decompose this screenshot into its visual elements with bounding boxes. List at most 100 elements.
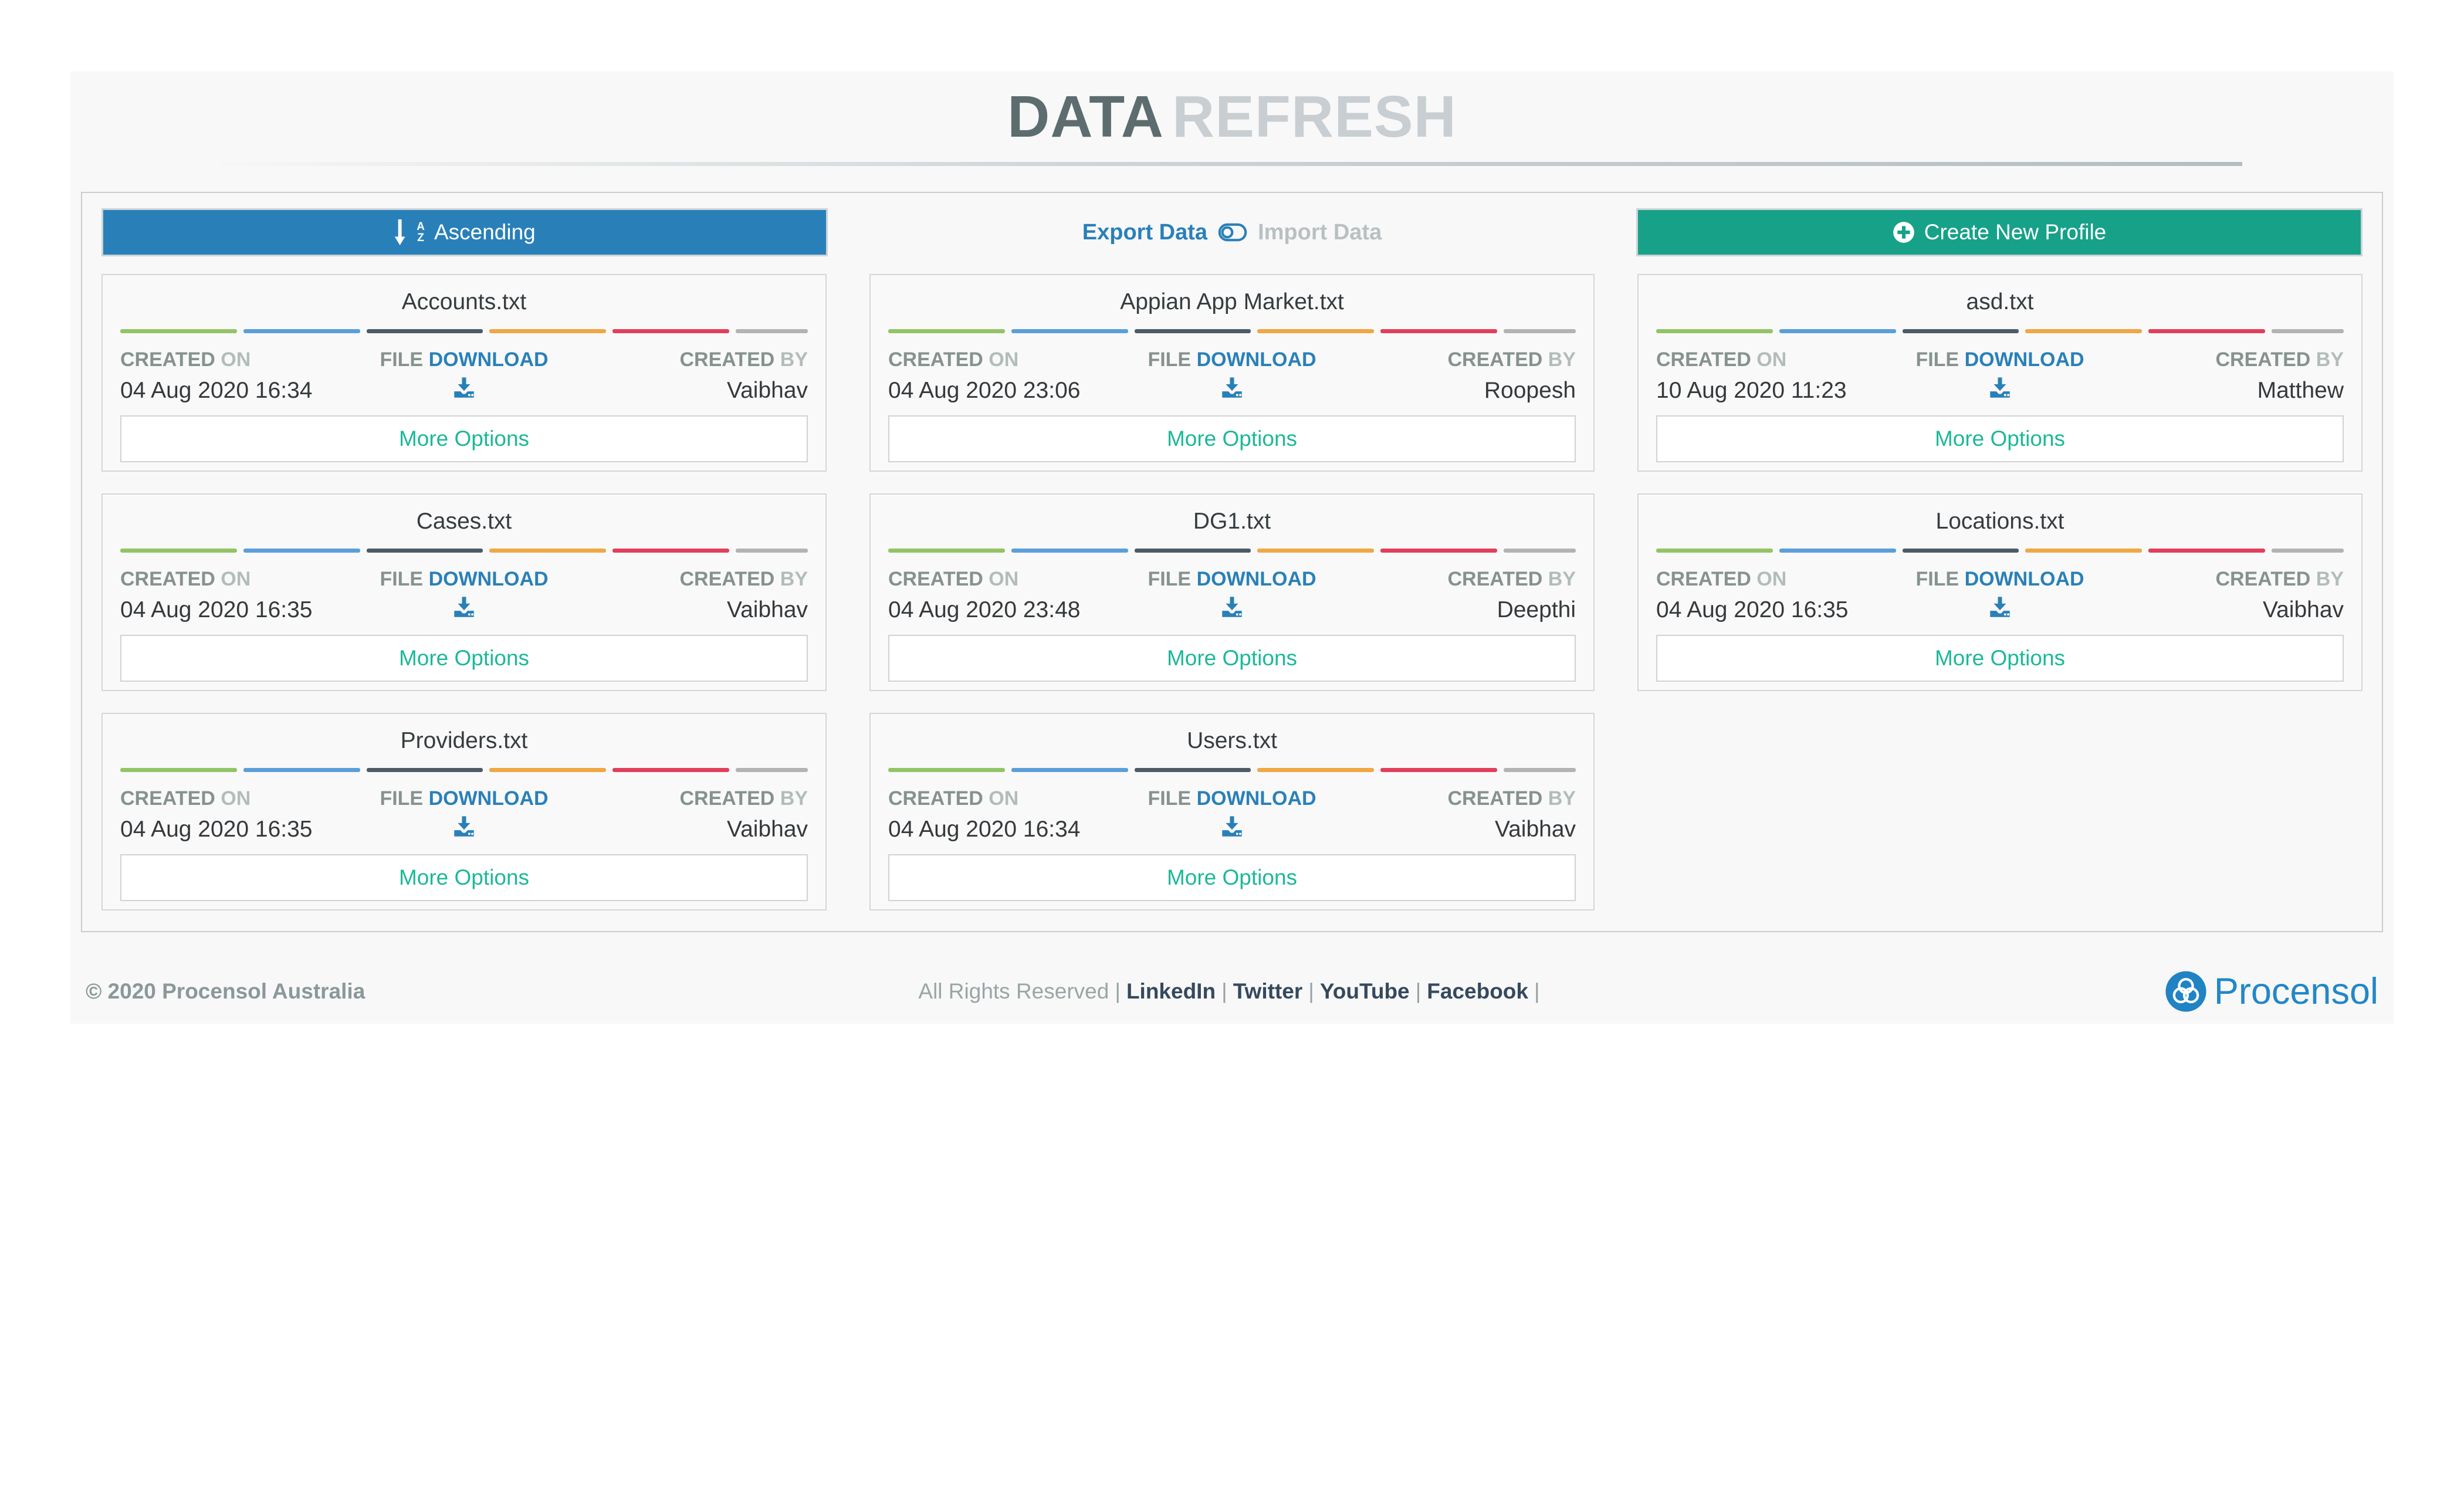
more-options-button[interactable]: More Options xyxy=(120,854,808,901)
download-icon[interactable] xyxy=(1987,375,2013,407)
file-card: Providers.txt CREATED ON FILE DOWNLOAD C… xyxy=(101,713,827,911)
divider-segment xyxy=(489,329,606,333)
divider-segment xyxy=(1011,329,1128,333)
created-on-value: 04 Aug 2020 16:34 xyxy=(120,378,313,403)
file-name: asd.txt xyxy=(1966,289,2034,314)
download-icon[interactable] xyxy=(451,375,477,407)
created-on-label: CREATED ON xyxy=(120,787,251,810)
card-meta-values: 04 Aug 2020 16:34 Vaibhav xyxy=(120,377,808,405)
file-name: Accounts.txt xyxy=(401,289,527,314)
created-by-value: Matthew xyxy=(2257,378,2344,403)
more-options-button[interactable]: More Options xyxy=(1656,635,2344,682)
divider-segment xyxy=(888,329,1005,333)
divider-segment xyxy=(735,329,808,333)
divider-segment xyxy=(2148,329,2265,333)
file-download-label: FILE DOWNLOAD xyxy=(1915,348,2084,371)
divider-segment xyxy=(1779,549,1896,553)
file-download-label: FILE DOWNLOAD xyxy=(380,348,549,371)
card-meta-labels: CREATED ON FILE DOWNLOAD CREATED BY xyxy=(120,348,808,372)
created-by-value: Vaibhav xyxy=(726,378,808,403)
import-data-link[interactable]: Import Data xyxy=(1258,219,1382,245)
toggle-icon[interactable] xyxy=(1218,222,1247,242)
more-options-button[interactable]: More Options xyxy=(888,854,1576,901)
file-name: Appian App Market.txt xyxy=(1120,289,1344,314)
create-new-profile-button[interactable]: Create New Profile xyxy=(1636,208,2363,256)
divider-segment xyxy=(612,329,729,333)
divider-segment xyxy=(1779,329,1896,333)
more-options-button[interactable]: More Options xyxy=(1656,415,2344,462)
footer-separator: | xyxy=(1115,979,1121,1003)
download-icon[interactable] xyxy=(451,814,477,845)
file-card: Accounts.txt CREATED ON FILE DOWNLOAD CR… xyxy=(101,274,827,472)
page-title-primary: DATA xyxy=(1007,84,1165,150)
export-data-link[interactable]: Export Data xyxy=(1082,219,1208,245)
divider-segment xyxy=(120,768,237,772)
divider-segment xyxy=(1503,768,1576,772)
card-meta-values: 04 Aug 2020 16:35 Vaibhav xyxy=(1656,596,2344,624)
created-by-label: CREATED BY xyxy=(1447,568,1576,590)
footer: © 2020 Procensol Australia All Rights Re… xyxy=(70,959,2394,1024)
divider-segment xyxy=(2271,549,2344,553)
file-card: DG1.txt CREATED ON FILE DOWNLOAD CREATED… xyxy=(869,493,1595,691)
divider-segment xyxy=(612,549,729,553)
file-name: Providers.txt xyxy=(400,728,528,753)
created-by-label: CREATED BY xyxy=(679,787,808,810)
card-meta-labels: CREATED ON FILE DOWNLOAD CREATED BY xyxy=(888,348,1576,372)
create-button-label: Create New Profile xyxy=(1924,220,2107,244)
divider-segment xyxy=(1134,329,1251,333)
footer-link-linkedin[interactable]: LinkedIn xyxy=(1126,979,1216,1003)
download-icon[interactable] xyxy=(1219,594,1245,626)
file-download-label: FILE DOWNLOAD xyxy=(1148,568,1316,590)
divider-segment xyxy=(1011,549,1128,553)
footer-copyright: © 2020 Procensol Australia xyxy=(86,979,365,1003)
divider-segment xyxy=(888,549,1005,553)
more-options-button[interactable]: More Options xyxy=(888,415,1576,462)
file-name: DG1.txt xyxy=(1193,509,1271,534)
footer-link-facebook[interactable]: Facebook xyxy=(1427,979,1528,1003)
created-by-value: Vaibhav xyxy=(726,597,808,622)
sort-letter-a: A xyxy=(417,221,425,233)
created-by-label: CREATED BY xyxy=(679,568,808,590)
sort-button-label: Ascending xyxy=(434,220,536,244)
transfer-controls: Export Data Import Data xyxy=(871,208,1593,256)
divider-segment xyxy=(1257,768,1374,772)
created-on-value: 04 Aug 2020 23:48 xyxy=(888,597,1081,622)
more-options-button[interactable]: More Options xyxy=(120,635,808,682)
rights-reserved-label: All Rights Reserved xyxy=(918,979,1109,1003)
divider-segment xyxy=(120,549,237,553)
card-divider xyxy=(120,329,808,333)
divider-segment xyxy=(366,768,483,772)
more-options-button[interactable]: More Options xyxy=(120,415,808,462)
divider-segment xyxy=(1902,549,2019,553)
card-meta-values: 10 Aug 2020 11:23 Matthew xyxy=(1656,377,2344,405)
download-icon[interactable] xyxy=(451,594,477,626)
card-meta-labels: CREATED ON FILE DOWNLOAD CREATED BY xyxy=(120,568,808,591)
more-options-button[interactable]: More Options xyxy=(888,635,1576,682)
divider-segment xyxy=(735,549,808,553)
file-download-label: FILE DOWNLOAD xyxy=(1148,348,1316,371)
created-on-label: CREATED ON xyxy=(1656,568,1787,590)
created-by-label: CREATED BY xyxy=(1447,348,1576,371)
download-icon[interactable] xyxy=(1219,375,1245,407)
footer-link-twitter[interactable]: Twitter xyxy=(1233,979,1303,1003)
card-meta-values: 04 Aug 2020 16:35 Vaibhav xyxy=(120,596,808,624)
divider-segment xyxy=(1011,768,1128,772)
created-by-value: Deepthi xyxy=(1497,597,1576,622)
footer-link-youtube[interactable]: YouTube xyxy=(1319,979,1410,1003)
download-icon[interactable] xyxy=(1987,594,2013,626)
divider-segment xyxy=(243,768,360,772)
divider-segment xyxy=(1134,768,1251,772)
divider-segment xyxy=(1503,329,1576,333)
footer-separator: | xyxy=(1534,979,1540,1003)
divider-segment xyxy=(1380,768,1497,772)
card-meta-labels: CREATED ON FILE DOWNLOAD CREATED BY xyxy=(888,787,1576,811)
card-meta-values: 04 Aug 2020 16:35 Vaibhav xyxy=(120,815,808,844)
file-card: asd.txt CREATED ON FILE DOWNLOAD CREATED… xyxy=(1637,274,2363,472)
card-divider xyxy=(1656,329,2344,333)
download-icon[interactable] xyxy=(1219,814,1245,845)
divider-segment xyxy=(2025,549,2142,553)
divider-segment xyxy=(1380,549,1497,553)
